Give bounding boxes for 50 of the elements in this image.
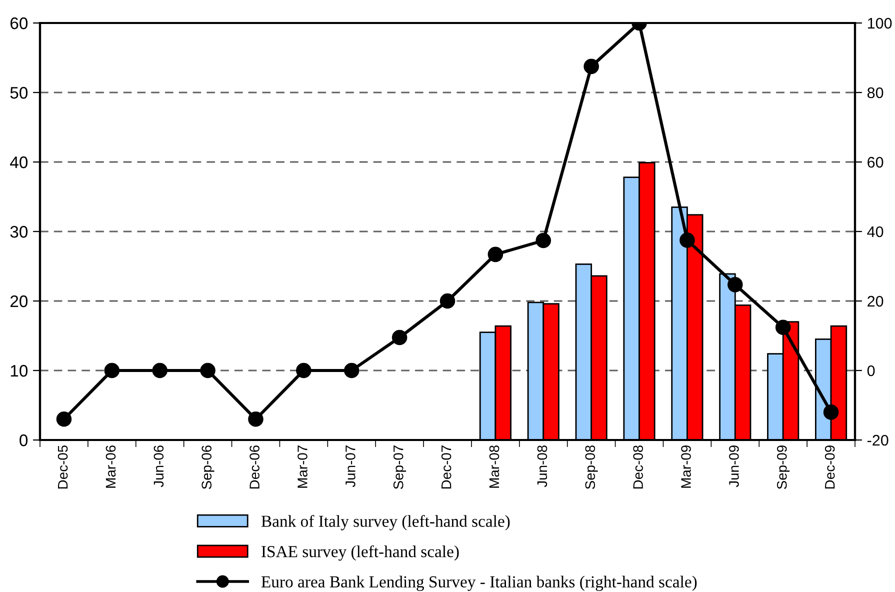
y-tick-label: 40 bbox=[10, 156, 28, 168]
x-tick-label: Dec-06 bbox=[250, 445, 260, 488]
point bbox=[775, 320, 791, 336]
point bbox=[584, 58, 599, 74]
y-tick-label: 60 bbox=[10, 17, 28, 30]
point bbox=[152, 362, 168, 378]
x-tick-label: Dec-08 bbox=[633, 445, 643, 488]
x-tick-label: Jun-08 bbox=[537, 445, 548, 488]
point bbox=[392, 330, 408, 346]
y2-tick-label: 100 bbox=[868, 18, 892, 29]
x-tick-label: Mar-06 bbox=[106, 445, 116, 488]
x-tick-label: Jun-06 bbox=[154, 445, 164, 488]
legend-label: Bank of Italy survey (left-hand scale) bbox=[261, 515, 510, 530]
x-tick-label: Mar-08 bbox=[489, 445, 500, 488]
point bbox=[248, 412, 264, 427]
point bbox=[200, 362, 216, 378]
x-tick-label: Dec-09 bbox=[824, 446, 835, 488]
point bbox=[104, 362, 120, 378]
point bbox=[296, 362, 312, 378]
point bbox=[536, 232, 552, 248]
x-tick-label: Sep-06 bbox=[202, 445, 214, 490]
point bbox=[728, 277, 743, 292]
legend-label: Euro area Bank Lending Survey - Italian banks (right-hand scale) bbox=[261, 576, 697, 591]
point bbox=[56, 412, 72, 427]
x-tick-label: Sep-08 bbox=[585, 445, 598, 490]
y2-tick-label: -20 bbox=[867, 434, 888, 446]
y-tick-label: 30 bbox=[10, 226, 28, 238]
point bbox=[680, 232, 695, 248]
point bbox=[344, 362, 360, 378]
y2-tick-label: 60 bbox=[868, 156, 884, 168]
y-tick-label: 10 bbox=[10, 364, 28, 377]
x-tick-label: Sep-07 bbox=[393, 446, 406, 490]
legend-label: ISAE survey (left-hand scale) bbox=[262, 545, 459, 561]
y2-tick-label: 0 bbox=[867, 365, 875, 376]
x-tick-label: Mar-07 bbox=[298, 446, 308, 488]
x-tick-label: Jun-07 bbox=[346, 446, 356, 488]
y2-tick-label: 20 bbox=[868, 296, 884, 307]
y-tick-label: 20 bbox=[10, 295, 28, 308]
point bbox=[488, 246, 504, 262]
y-tick-label: 0 bbox=[20, 434, 28, 446]
x-tick-label: Jun-09 bbox=[729, 446, 739, 488]
y2-tick-label: 40 bbox=[867, 226, 884, 238]
y-tick-label: 50 bbox=[10, 86, 28, 99]
x-tick-label: Dec-05 bbox=[58, 445, 68, 488]
x-tick-label: Dec-07 bbox=[441, 446, 452, 488]
x-tick-label: Mar-09 bbox=[681, 446, 691, 488]
point bbox=[440, 293, 456, 309]
y2-tick-label: 80 bbox=[867, 87, 884, 98]
x-tick-label: Sep-09 bbox=[776, 446, 790, 490]
point bbox=[823, 404, 839, 420]
